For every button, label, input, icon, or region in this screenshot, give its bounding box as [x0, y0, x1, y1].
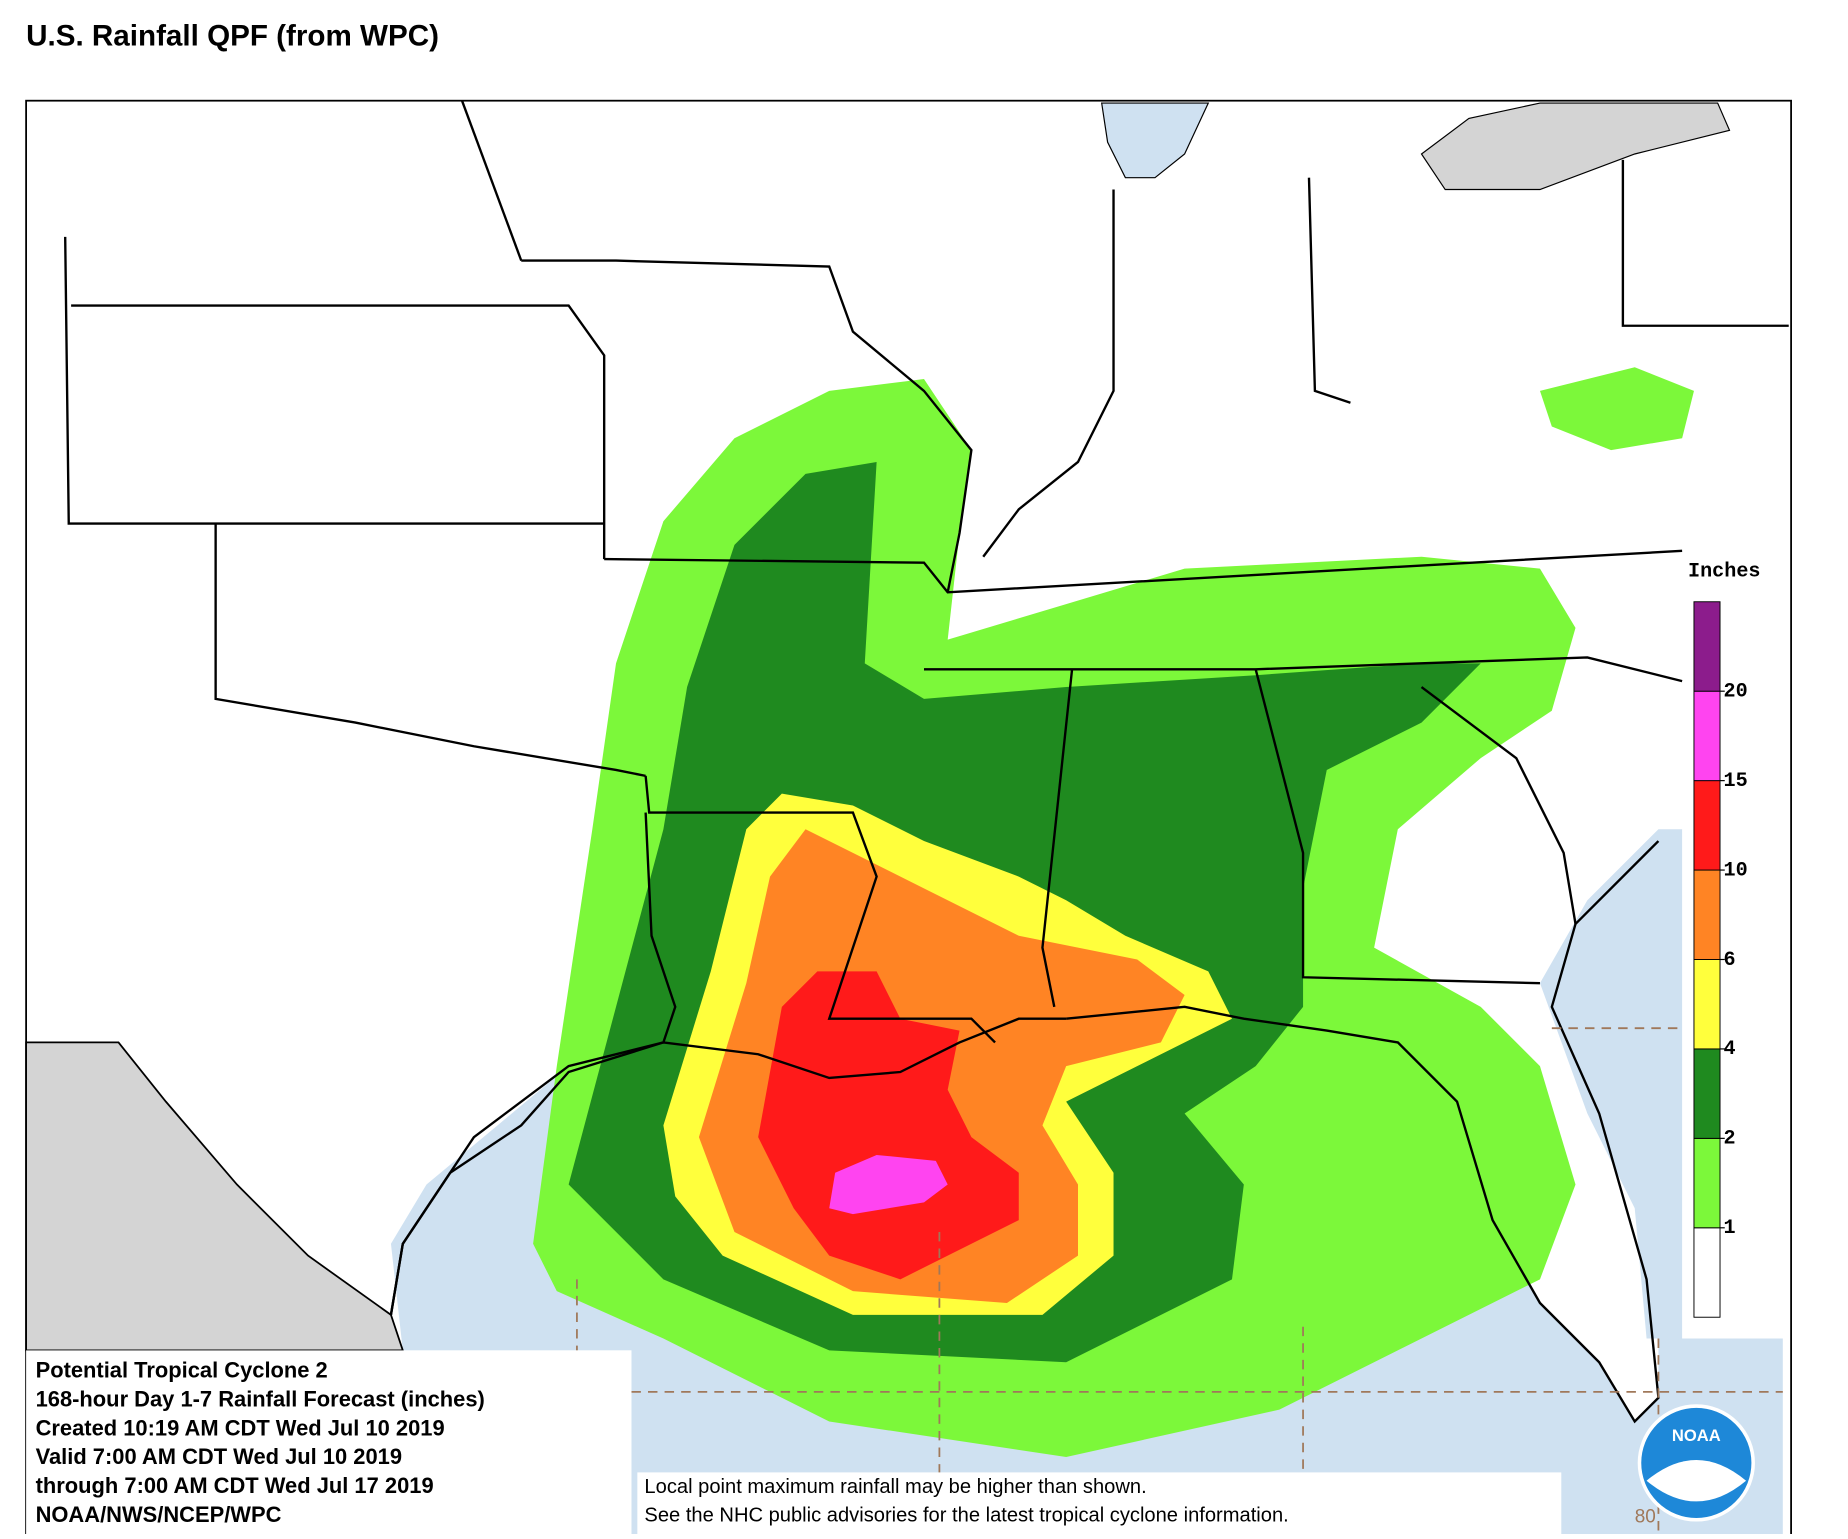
legend-tick-label: 6 [1724, 949, 1736, 972]
info-box: Potential Tropical Cyclone 2 168-hour Day… [26, 1350, 632, 1538]
legend-tick-label: 20 [1724, 681, 1748, 704]
disclaimer-line: See the NHC public advisories for the la… [644, 1505, 1288, 1527]
rainfall-contours [533, 367, 1694, 1458]
legend-band [1693, 690, 1721, 782]
legend-title: Inches [1688, 560, 1760, 583]
legend-band [1693, 1137, 1721, 1229]
info-line: Potential Tropical Cyclone 2 [36, 1357, 328, 1382]
rain-10in [758, 971, 1019, 1280]
lake-erie-canada [1420, 102, 1731, 191]
info-line: NOAA/NWS/NCEP/WPC [36, 1502, 282, 1527]
legend-band [1693, 780, 1721, 871]
disclaimer-box: Local point maximum rainfall may be high… [637, 1472, 1562, 1534]
disclaimer-background [637, 1472, 1562, 1534]
legend-tick-label: 2 [1724, 1128, 1736, 1151]
info-line: through 7:00 AM CDT Wed Jul 17 2019 [36, 1473, 434, 1498]
rain-15in [829, 1154, 948, 1215]
disclaimer-line: Local point maximum rainfall may be high… [644, 1476, 1146, 1498]
info-box-background [26, 1350, 632, 1538]
logo-text: NOAA [1672, 1426, 1721, 1445]
legend-band [1693, 869, 1721, 960]
legend-tick-label: 10 [1724, 859, 1748, 882]
legend-band [1693, 601, 1721, 692]
state-borders [64, 100, 1789, 1424]
legend-band [1693, 959, 1721, 1050]
longitude-label: 80 [1635, 1506, 1656, 1527]
logo-wave [1646, 1459, 1747, 1502]
legend-tick-label: 1 [1724, 1217, 1736, 1240]
page-title: U.S. Rainfall QPF (from WPC) [26, 20, 439, 53]
map-frame: 80 [25, 99, 1792, 1539]
rain-1in-east [1539, 367, 1694, 451]
legend-tick-label: 4 [1724, 1038, 1736, 1061]
noaa-logo: NOAA [1637, 1404, 1755, 1522]
lake-michigan [1100, 102, 1210, 179]
info-line: 168-hour Day 1-7 Rainfall Forecast (inch… [36, 1386, 485, 1411]
legend: Inches 1 2 4 6 10 15 20 [1688, 560, 1761, 1318]
legend-band [1693, 1227, 1721, 1318]
legend-tick-label: 15 [1724, 770, 1748, 793]
legend-band [1693, 1048, 1721, 1139]
info-line: Created 10:19 AM CDT Wed Jul 10 2019 [36, 1415, 445, 1440]
info-line: Valid 7:00 AM CDT Wed Jul 10 2019 [36, 1444, 402, 1469]
atlantic-water [1539, 829, 1683, 1339]
